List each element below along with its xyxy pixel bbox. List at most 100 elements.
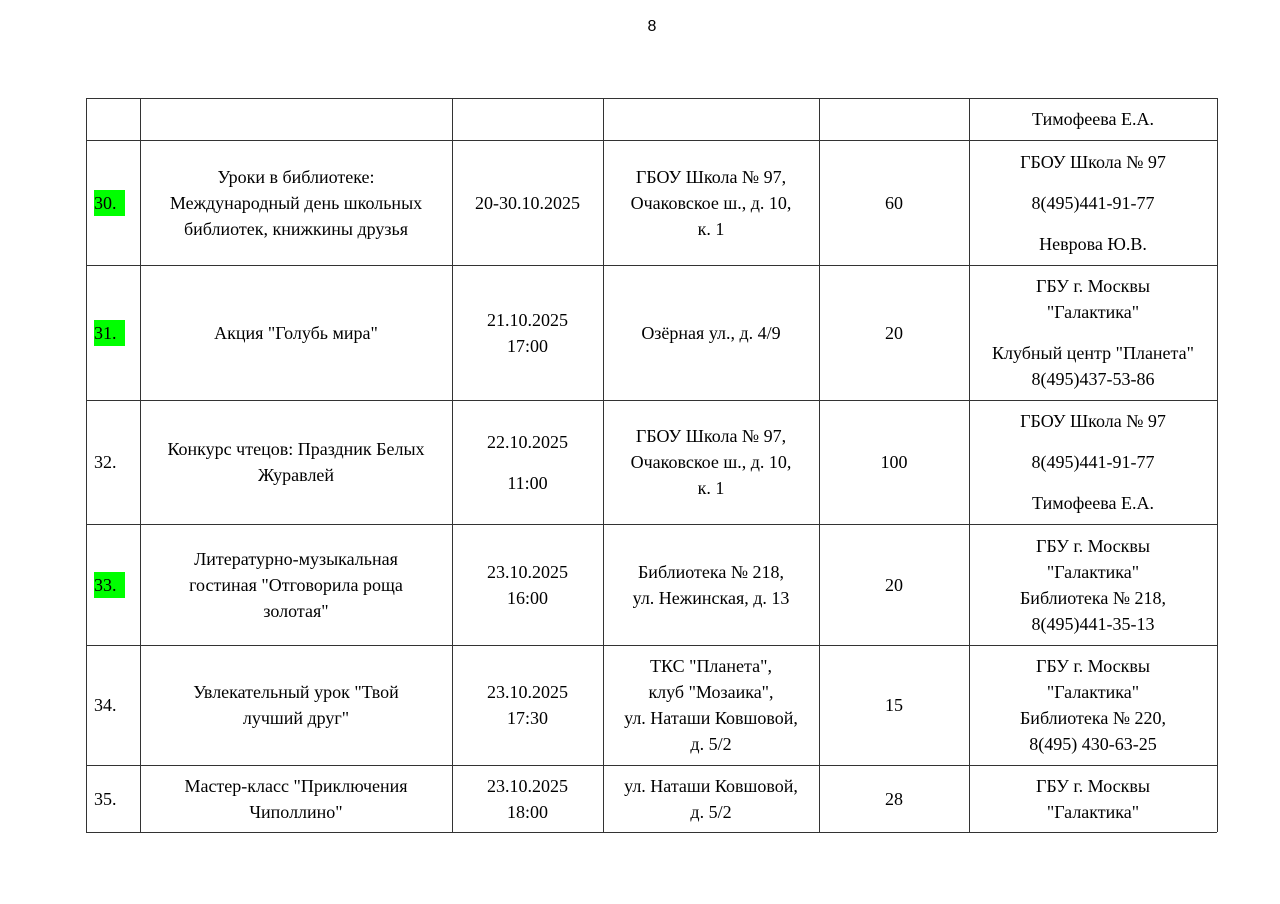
participants-count-line: 20 bbox=[885, 322, 903, 343]
row-number: 35. bbox=[94, 788, 117, 809]
organizer-line: 8(495)441-91-77 bbox=[1031, 192, 1155, 213]
organizer-line: "Галактика" bbox=[1046, 801, 1140, 822]
participants-count-group: 20 bbox=[885, 320, 903, 346]
event-date-line: 20-30.10.2025 bbox=[475, 192, 580, 213]
organizer-line: ГБУ г. Москвы bbox=[1035, 775, 1151, 796]
participants-count-line: 20 bbox=[885, 574, 903, 595]
event-date-cell: 22.10.2025 11:00 bbox=[452, 400, 603, 524]
event-place-line: Очаковское ш., д. 10, bbox=[630, 192, 792, 213]
row-number-cell bbox=[86, 98, 140, 140]
participants-count-group: 100 bbox=[881, 449, 908, 475]
event-name-line: Чиполлино" bbox=[249, 801, 343, 822]
event-date-line: 11:00 bbox=[507, 472, 548, 493]
organizer-cell: ГБУ г. Москвы "Галактика" Клубный центр "П… bbox=[969, 265, 1217, 400]
event-name-group: Уроки в библиотеке: Международный день шк… bbox=[170, 164, 422, 242]
event-name-line: Международный день школьных bbox=[169, 192, 423, 213]
organizer-group: ГБОУ Школа № 97 bbox=[1020, 408, 1166, 434]
table-row-border bbox=[86, 98, 1217, 99]
participants-count-line: 100 bbox=[880, 452, 908, 472]
table-row-border bbox=[86, 765, 1217, 766]
event-name-group: Литературно-музыкальная гостиная "Отговор… bbox=[189, 546, 403, 624]
event-place-line: ГБОУ Школа № 97, bbox=[635, 426, 787, 446]
event-place-cell: ГБОУ Школа № 97, Очаковское ш., д. 10, к. … bbox=[603, 400, 819, 524]
event-place-line: клуб "Мозаика", bbox=[648, 682, 774, 702]
event-name-line: Конкурс чтецов: Праздник Белых bbox=[167, 439, 425, 459]
event-place-group: Озёрная ул., д. 4/9 bbox=[641, 320, 780, 346]
organizer-line: ГБУ г. Москвы bbox=[1035, 656, 1151, 676]
table-column-border bbox=[140, 98, 141, 832]
event-place-cell bbox=[603, 98, 819, 140]
organizer-group: ГБУ г. Москвы "Галактика" bbox=[1036, 273, 1150, 325]
page-number: 8 bbox=[647, 18, 657, 35]
event-date-cell bbox=[452, 98, 603, 140]
event-date-group: 23.10.2025 16:00 bbox=[487, 559, 568, 611]
event-name-group: Мастер-класс "Приключения Чиполлино" bbox=[184, 773, 407, 825]
event-name-cell: Конкурс чтецов: Праздник Белых Журавлей bbox=[140, 400, 452, 524]
event-place-line: Озёрная ул., д. 4/9 bbox=[641, 322, 781, 343]
event-place-line: к. 1 bbox=[697, 478, 725, 498]
organizer-line: 8(495)441-35-13 bbox=[1031, 613, 1155, 634]
event-name-line: библиотек, книжкины друзья bbox=[183, 218, 409, 239]
table-column-border bbox=[86, 98, 87, 832]
participants-count-cell: 20 bbox=[819, 524, 969, 645]
table-column-border bbox=[969, 98, 970, 832]
event-place-group: ГБОУ Школа № 97, Очаковское ш., д. 10, к. … bbox=[631, 164, 792, 242]
table-column-border bbox=[452, 98, 453, 832]
event-date-cell: 23.10.2025 16:00 bbox=[452, 524, 603, 645]
organizer-line: Неврова Ю.В. bbox=[1039, 233, 1147, 254]
event-date-line: 21.10.2025 bbox=[487, 309, 568, 330]
event-date-line: 18:00 bbox=[506, 801, 548, 822]
organizer-line: ГБУ г. Москвы bbox=[1035, 535, 1151, 556]
event-place-cell: ТКС "Планета", клуб "Мозаика", ул. Наташи … bbox=[603, 645, 819, 765]
participants-count-cell: 28 bbox=[819, 765, 969, 832]
event-date-cell: 23.10.2025 17:30 bbox=[452, 645, 603, 765]
event-place-line: к. 1 bbox=[697, 218, 725, 239]
event-place-group: ТКС "Планета", клуб "Мозаика", ул. Наташи … bbox=[624, 653, 798, 757]
organizer-group: 8(495)441-91-77 bbox=[1032, 449, 1155, 475]
organizer-line: Библиотека № 220, bbox=[1019, 708, 1167, 728]
organizer-line: Тимофеева Е.А. bbox=[1032, 493, 1154, 513]
organizer-group: 8(495)441-91-77 bbox=[1032, 190, 1155, 216]
table-column-border bbox=[1217, 98, 1218, 832]
event-date-cell: 20-30.10.2025 bbox=[452, 140, 603, 265]
event-place-group: ГБОУ Школа № 97, Очаковское ш., д. 10, к. … bbox=[631, 423, 792, 501]
organizer-cell: ГБОУ Школа № 97 8(495)441-91-77 Неврова Ю.… bbox=[969, 140, 1217, 265]
event-place-line: ул. Наташи Ковшовой, bbox=[624, 775, 798, 796]
participants-count-group: 15 bbox=[885, 692, 903, 718]
organizer-group: Клубный центр "Планета" 8(495)437-53-86 bbox=[992, 340, 1194, 392]
event-place-line: ул. Нежинская, д. 13 bbox=[632, 587, 790, 608]
organizer-line: ГБУ г. Москвы bbox=[1035, 276, 1151, 296]
participants-count-line: 15 bbox=[885, 695, 903, 715]
event-date-group: 23.10.2025 18:00 bbox=[487, 773, 568, 825]
row-number-cell: 30. bbox=[86, 140, 140, 265]
event-date-group: 22.10.2025 bbox=[487, 429, 568, 455]
row-number-cell: 35. bbox=[86, 765, 140, 832]
organizer-line: Тимофеева Е.А. bbox=[1032, 109, 1154, 129]
event-name-group: Акция "Голубь мира" bbox=[214, 320, 378, 346]
organizer-group: Тимофеева Е.А. bbox=[1032, 106, 1154, 132]
organizer-group: Тимофеева Е.А. bbox=[1032, 490, 1154, 516]
event-place-line: ТКС "Планета", bbox=[650, 656, 772, 676]
participants-count-group: 20 bbox=[885, 572, 903, 598]
event-place-line: д. 5/2 bbox=[690, 734, 732, 754]
event-date-line: 22.10.2025 bbox=[487, 431, 568, 452]
table-row-border bbox=[86, 140, 1217, 141]
event-place-group: Библиотека № 218, ул. Нежинская, д. 13 bbox=[633, 559, 790, 611]
organizer-line: Клубный центр "Планета" bbox=[992, 343, 1194, 363]
event-place-cell: ГБОУ Школа № 97, Очаковское ш., д. 10, к. … bbox=[603, 140, 819, 265]
organizer-group: ГБУ г. Москвы "Галактика" Библиотека № 218… bbox=[1020, 533, 1166, 637]
organizer-line: ГБОУ Школа № 97 bbox=[1020, 411, 1166, 431]
event-date-line: 23.10.2025 bbox=[487, 682, 568, 702]
participants-count-cell: 60 bbox=[819, 140, 969, 265]
row-number: 31. bbox=[94, 319, 125, 346]
organizer-cell: ГБУ г. Москвы "Галактика" bbox=[969, 765, 1217, 832]
organizer-line: 8(495)437-53-86 bbox=[1031, 369, 1155, 389]
organizer-group: ГБОУ Школа № 97 bbox=[1020, 149, 1166, 175]
event-name-cell: Увлекательный урок "Твой лучший друг" bbox=[140, 645, 452, 765]
table-row-border bbox=[86, 265, 1217, 266]
event-date-group: 23.10.2025 17:30 bbox=[487, 679, 568, 731]
organizer-line: ГБОУ Школа № 97 bbox=[1020, 151, 1166, 172]
event-date-line: 16:00 bbox=[506, 587, 548, 608]
event-date-line: 23.10.2025 bbox=[487, 561, 568, 582]
event-date-cell: 23.10.2025 18:00 bbox=[452, 765, 603, 832]
